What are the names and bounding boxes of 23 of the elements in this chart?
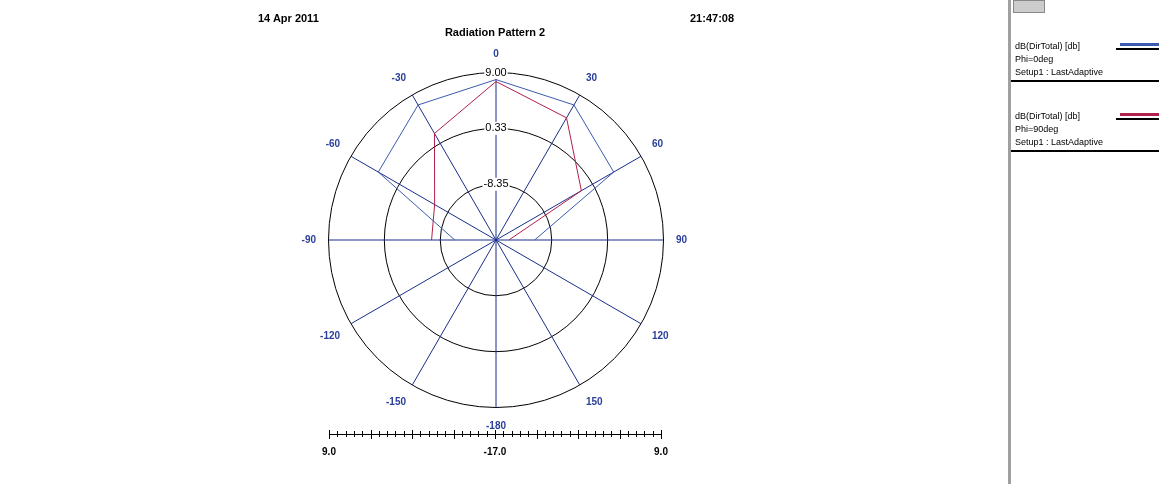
legend-label: dB(DirTotal) [db] Phi=90deg Setup1 : LastAdaptive — [1015, 110, 1104, 149]
text: 9.0 — [654, 446, 668, 457]
chart-title: Radiation Pattern 2 — [444, 26, 546, 38]
spoke-label: -150 — [385, 395, 407, 407]
spoke-label: -30 — [391, 71, 407, 83]
spoke-label: 120 — [651, 329, 670, 341]
spoke-label: 0 — [493, 47, 500, 59]
y-tick-label: 0.33 — [485, 121, 507, 134]
text: 9.0 — [322, 446, 336, 457]
spoke-label: 90 — [676, 233, 688, 245]
spoke-label: -180 — [485, 419, 507, 431]
spoke-label: -90 — [301, 233, 317, 245]
text: 21:47:08 — [690, 12, 735, 24]
spoke-label: -120 — [320, 329, 341, 341]
y-tick-label: 9.00 — [485, 65, 507, 78]
text: 14 Apr 2011 — [258, 12, 319, 24]
spoke-label: -60 — [325, 137, 341, 149]
spoke-label: 30 — [586, 71, 598, 83]
legend-label: dB(DirTotal) [db] Phi=0deg Setup1 : LastAdaptive — [1015, 40, 1104, 79]
spoke-label: 60 — [651, 137, 664, 149]
y-tick-label: -8.35 — [483, 177, 509, 190]
spoke-label: 150 — [586, 395, 604, 407]
text: -17.0 — [483, 446, 507, 457]
